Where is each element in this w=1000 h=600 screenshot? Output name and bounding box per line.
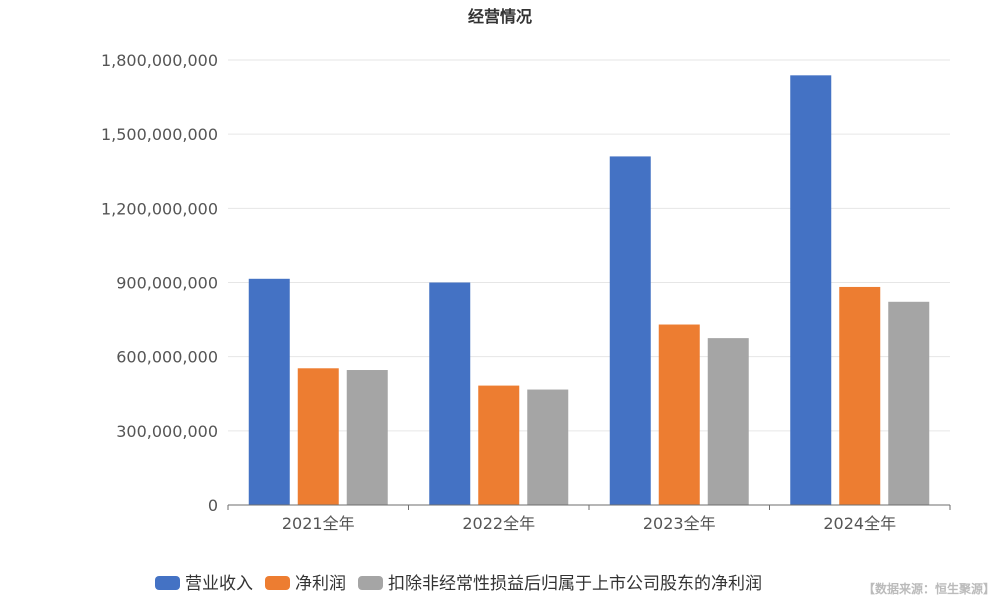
y-axis-tick-labels: 0 300,000,000 600,000,000 900,000,000 1,200,…: [101, 51, 218, 515]
legend-label[interactable]: 扣除非经常性损益后归属于上市公司股东的净利润: [388, 574, 762, 594]
legend-swatch[interactable]: [155, 576, 180, 590]
bar-series-1-2022全年[interactable]: [429, 282, 471, 506]
x-tick-label: 2022全年: [462, 514, 535, 533]
y-tick-label: 1,500,000,000: [101, 125, 218, 144]
bar-series-3-2022全年[interactable]: [527, 389, 569, 505]
y-tick-label: 300,000,000: [116, 422, 218, 441]
bars: [248, 75, 930, 506]
y-tick-label: 600,000,000: [116, 348, 218, 367]
x-tick-label: 2023全年: [643, 514, 716, 533]
y-tick-label: 1,200,000,000: [101, 199, 218, 218]
bar-series-1-2023全年[interactable]: [609, 156, 651, 505]
bar-series-2-2022全年[interactable]: [478, 385, 520, 505]
bar-series-1-2024全年[interactable]: [790, 75, 832, 506]
bar-series-3-2024全年[interactable]: [888, 301, 930, 505]
x-tick-label: 2021全年: [282, 514, 355, 533]
y-tick-label: 0: [208, 496, 218, 515]
y-tick-label: 1,800,000,000: [101, 51, 218, 70]
legend-label[interactable]: 净利润: [295, 574, 346, 594]
legend-swatch[interactable]: [265, 576, 290, 590]
legend-swatch[interactable]: [358, 576, 383, 590]
chart-title: 经营情况: [468, 7, 532, 26]
legend-label[interactable]: 营业收入: [185, 574, 253, 594]
bar-series-3-2023全年[interactable]: [707, 338, 749, 505]
bar-series-2-2024全年[interactable]: [839, 286, 881, 505]
x-axis: 2021全年 2022全年 2023全年 2024全年: [227, 504, 951, 533]
bar-series-1-2021全年[interactable]: [248, 278, 290, 505]
y-tick-label: 900,000,000: [116, 274, 218, 293]
source-note: 【数据来源：恒生聚源】: [863, 581, 995, 596]
bar-series-2-2023全年[interactable]: [658, 324, 700, 505]
bar-series-2-2021全年[interactable]: [297, 368, 339, 505]
x-tick-label: 2024全年: [823, 514, 896, 533]
legend: 营业收入 净利润 扣除非经常性损益后归属于上市公司股东的净利润: [155, 574, 762, 594]
bar-series-3-2021全年[interactable]: [346, 370, 388, 505]
